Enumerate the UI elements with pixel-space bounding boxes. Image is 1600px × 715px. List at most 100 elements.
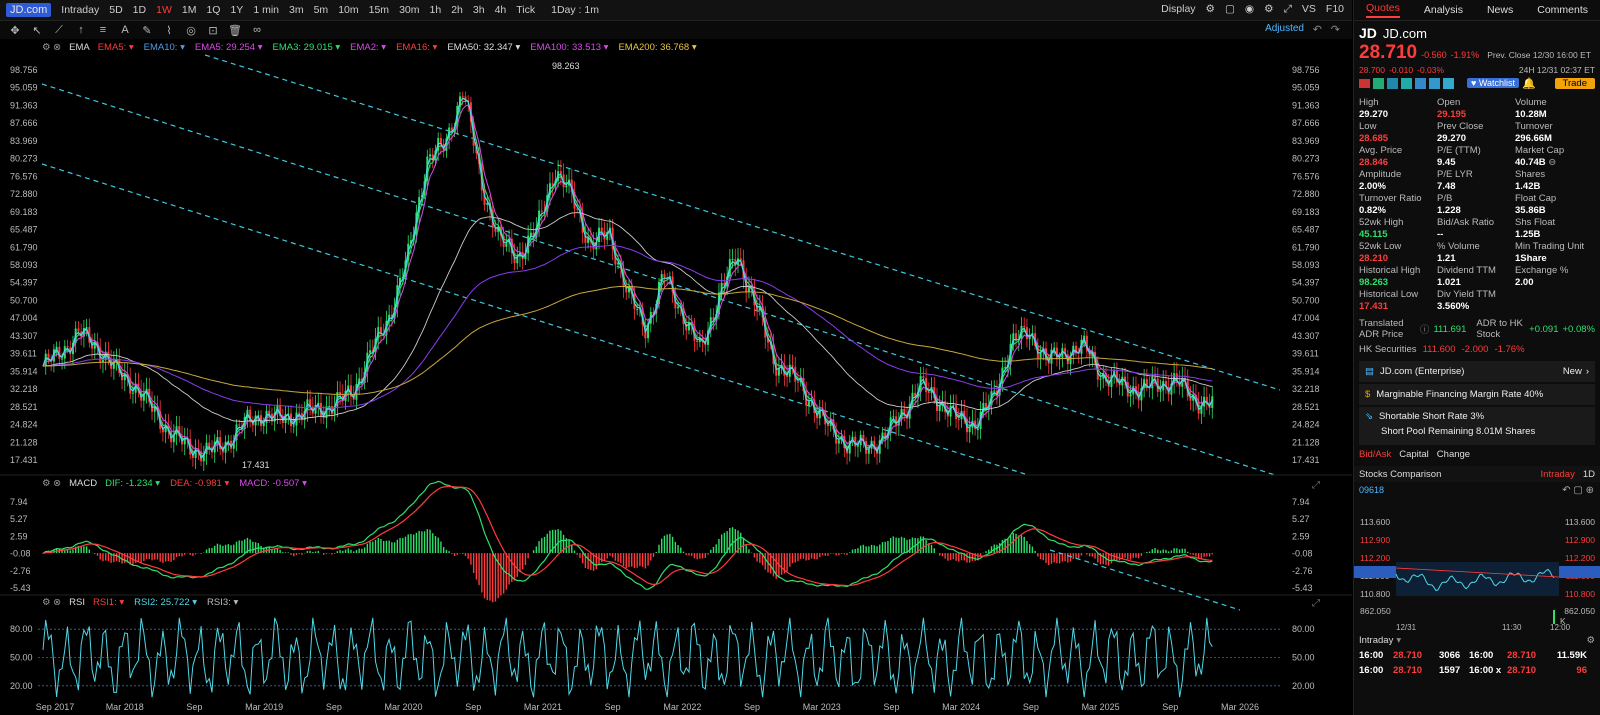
ema_header-item-3[interactable]: EMA3: 29.015 ▾ <box>273 42 341 53</box>
dropdown-icon[interactable]: ▾ <box>230 597 239 608</box>
arrow-icon[interactable]: ↑ <box>78 24 84 36</box>
ema_header-item-2[interactable]: EMA5: 29.254 ▾ <box>195 42 263 53</box>
settings-icon[interactable]: ⚙ <box>1264 3 1274 15</box>
channel-line-lower[interactable] <box>41 163 1026 475</box>
info-icon[interactable]: ⓘ <box>1419 325 1430 336</box>
timeframe-8[interactable]: 3m <box>289 4 304 16</box>
trash-icon[interactable]: 🗑 <box>228 24 242 37</box>
dropdown-icon[interactable]: ▾ <box>332 42 341 53</box>
timeframe-16[interactable]: 4h <box>494 4 507 16</box>
dropdown-icon[interactable]: ▾ <box>255 42 263 53</box>
gear-icon[interactable]: ⚙ <box>1205 3 1215 15</box>
channel-line-middle[interactable] <box>41 83 1276 476</box>
macd-settings-icon[interactable]: ⚙ ⊗ <box>42 478 62 489</box>
eye-icon[interactable]: ◎ <box>186 24 196 37</box>
dropdown-icon[interactable]: ▾ <box>221 478 230 489</box>
fib-icon[interactable]: ≡ <box>99 24 107 36</box>
cursor-icon[interactable]: ↖ <box>32 24 42 37</box>
news-icon[interactable] <box>1415 77 1426 89</box>
short-row[interactable]: ⇘ Shortable Short Rate 3% Short Pool Rema… <box>1359 407 1595 445</box>
info-icon[interactable]: ⊖ <box>1545 157 1557 168</box>
dropdown-icon[interactable]: ▾ <box>689 42 697 53</box>
vs-button[interactable]: VS <box>1301 3 1316 15</box>
ema_header-item-7[interactable]: EMA100: 33.513 ▾ <box>530 42 608 53</box>
dropdown-icon[interactable]: ▾ <box>299 478 307 489</box>
brush-icon[interactable]: ✎ <box>142 24 152 37</box>
rsi_header-item-1[interactable]: RSI2: 25.722 ▾ <box>134 597 197 608</box>
timeframe-17[interactable]: Tick <box>516 4 536 16</box>
timeframe-13[interactable]: 1h <box>429 4 442 16</box>
trade-button[interactable]: Trade <box>1554 77 1595 89</box>
expand-icon[interactable]: ⤢ <box>1312 480 1320 491</box>
pattern-icon[interactable]: ⌇ <box>166 24 172 37</box>
dropdown-icon[interactable]: ▾ <box>152 478 161 489</box>
undo-icon[interactable]: ↶ <box>1312 24 1322 36</box>
layout-icon[interactable]: ▢ <box>1224 3 1235 15</box>
redo-icon[interactable]: ↷ <box>1330 24 1340 36</box>
timeframe-15[interactable]: 3h <box>472 4 485 16</box>
timeframe-5[interactable]: 1Q <box>206 4 221 16</box>
rsi-settings-icon[interactable]: ⚙ ⊗ <box>42 597 62 608</box>
dropdown-icon[interactable]: ▾ <box>512 42 521 53</box>
hk-row[interactable]: HK Securities 111.600 -2.000 -1.76% <box>1354 344 1600 355</box>
alert-icon[interactable] <box>1387 77 1398 89</box>
timeframe-2[interactable]: 1D <box>132 4 147 16</box>
ema_header-item-4[interactable]: EMA2: ▾ <box>350 42 386 53</box>
timeframe-12[interactable]: 30m <box>399 4 420 16</box>
f10-button[interactable]: F10 <box>1325 3 1344 15</box>
rsi_header-item-2[interactable]: RSI3: ▾ <box>207 597 238 608</box>
subtab-0[interactable]: Bid/Ask <box>1359 449 1392 460</box>
tab-quotes[interactable]: Quotes <box>1366 2 1400 18</box>
timeframe-0[interactable]: Intraday <box>61 4 100 16</box>
ema_header-item-6[interactable]: EMA50: 32.347 ▾ <box>447 42 520 53</box>
ema_header-item-0[interactable]: EMA5: ▾ <box>98 42 134 53</box>
timeframe-1[interactable]: 5D <box>109 4 123 16</box>
ema_header-item-5[interactable]: EMA16: ▾ <box>396 42 437 53</box>
macd-trendline[interactable] <box>1049 549 1241 611</box>
notify-icon[interactable]: 🔔 <box>1522 77 1536 90</box>
macd_header-item-2[interactable]: MACD: -0.507 ▾ <box>239 478 307 489</box>
trendline-icon[interactable]: ⟋ <box>55 23 63 36</box>
timeframe-9[interactable]: 5m <box>313 4 329 16</box>
display-button[interactable]: Display <box>1161 3 1196 15</box>
margin-row[interactable]: $ Marginable Financing Margin Rate 40% <box>1359 384 1595 405</box>
timeframe-3[interactable]: 1W <box>156 4 172 16</box>
comp-tools-icon[interactable]: ↶ ▢ ⊕ <box>1562 485 1594 496</box>
lock-icon[interactable]: ⊡ <box>208 24 218 37</box>
dropdown-icon[interactable]: ▾ <box>126 42 134 53</box>
timeframe-10[interactable]: 10m <box>338 4 359 16</box>
intraday-select[interactable]: Intraday <box>1359 634 1394 646</box>
subtab-2[interactable]: Change <box>1436 449 1471 460</box>
ema_header-item-1[interactable]: EMA10: ▾ <box>144 42 185 53</box>
dropdown-icon[interactable]: ▾ <box>429 42 438 53</box>
bell-icon[interactable] <box>1429 77 1440 89</box>
subtab-1[interactable]: Capital <box>1399 449 1429 460</box>
adjusted-toggle[interactable]: Adjusted <box>1265 23 1304 34</box>
text-icon[interactable]: A <box>121 24 129 36</box>
dropdown-icon[interactable]: ▾ <box>189 597 198 608</box>
crosshair-icon[interactable]: ✥ <box>10 24 20 37</box>
comp-1d-tab[interactable]: 1D <box>1582 469 1595 480</box>
link-share-icon[interactable] <box>1443 77 1454 89</box>
tab-comments[interactable]: Comments <box>1537 4 1588 16</box>
enterprise-row[interactable]: ▤ JD.com (Enterprise) New › <box>1359 361 1595 382</box>
timeframe-11[interactable]: 15m <box>368 4 390 16</box>
macd_header-item-0[interactable]: DIF: -1.234 ▾ <box>105 478 160 489</box>
rsi_header-item-0[interactable]: RSI1: ▾ <box>93 597 124 608</box>
dropdown-icon[interactable]: ▾ <box>601 42 609 53</box>
timeframe-7[interactable]: 1 min <box>253 4 279 16</box>
chart-canvas[interactable]: 98.756 98.756 95.059 95.059 91.363 91.363 87.6… <box>0 40 1352 715</box>
chat-icon[interactable] <box>1401 77 1412 89</box>
expand-icon[interactable]: ⤢ <box>1312 598 1320 609</box>
fullscreen-icon[interactable]: ⤢ <box>1283 3 1292 15</box>
interval-select[interactable]: 1Day : 1m <box>551 4 599 16</box>
timeframe-4[interactable]: 1M <box>181 4 197 16</box>
link-icon[interactable]: ∞ <box>253 24 261 36</box>
tab-analysis[interactable]: Analysis <box>1423 4 1463 16</box>
ema_header-item-8[interactable]: EMA200: 36.768 ▾ <box>618 42 696 53</box>
timeframe-6[interactable]: 1Y <box>230 4 244 16</box>
share-icon[interactable] <box>1373 77 1384 89</box>
channel-line-upper[interactable] <box>204 54 1281 391</box>
tab-news[interactable]: News <box>1486 4 1514 16</box>
dropdown-icon[interactable]: ▾ <box>177 42 185 53</box>
